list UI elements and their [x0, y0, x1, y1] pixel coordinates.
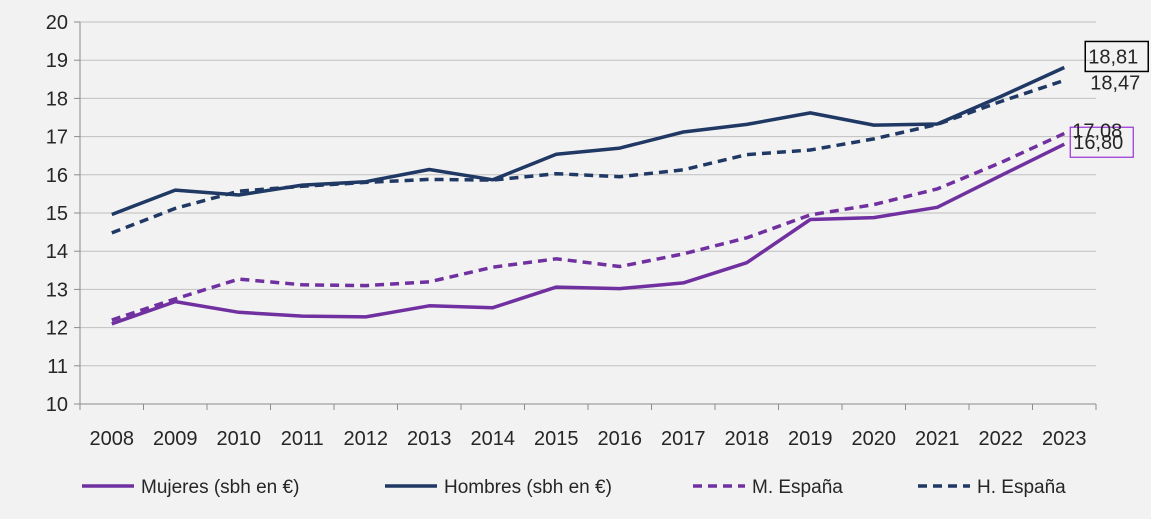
legend-label: M. España [752, 477, 843, 498]
x-tick-label: 2021 [915, 428, 960, 450]
x-tick-label: 2017 [661, 428, 706, 450]
y-tick-label: 20 [46, 12, 68, 34]
legend-label: Mujeres (sbh en €) [141, 477, 299, 498]
y-tick-label: 14 [46, 241, 68, 263]
y-tick-label: 19 [46, 50, 68, 72]
y-tick-label: 15 [46, 203, 68, 225]
x-tick-label: 2008 [90, 428, 135, 450]
x-tick-label: 2022 [979, 428, 1024, 450]
series-line-4 [111, 78, 1065, 235]
data-label-box [1084, 40, 1149, 73]
data-label: 16,80 [1073, 132, 1123, 154]
x-tick-label: 2015 [534, 428, 579, 450]
x-tick-label: 2013 [407, 428, 452, 450]
x-tick-label: 2020 [852, 428, 897, 450]
x-tick-label: 2010 [217, 428, 262, 450]
data-label: 17,08 [1072, 121, 1122, 143]
x-tick-label: 2016 [598, 428, 643, 450]
series-lines [111, 65, 1066, 326]
y-tick-label: 18 [46, 88, 68, 110]
series-line-1 [111, 142, 1066, 326]
data-label-box [1069, 126, 1134, 158]
x-tick-label: 2023 [1042, 428, 1087, 450]
x-tick-label: 2011 [281, 428, 324, 450]
data-label: 18,81 [1088, 46, 1138, 68]
axes: 10 11 12 13 14 15 16 17 18 19 20 2008 2009 2010 2011 20… [46, 12, 1097, 450]
y-tick-label: 11 [47, 356, 68, 378]
x-tick-label: 2014 [471, 428, 516, 450]
x-tick-label: 2009 [153, 428, 198, 450]
x-tick-label: 2018 [725, 428, 770, 450]
data-label: 18,47 [1090, 72, 1140, 94]
legend: Mujeres (sbh en €) Hombres (sbh en €) M. E… [82, 477, 1066, 498]
x-tick-label: 2019 [788, 428, 833, 450]
y-tick-label: 10 [46, 394, 68, 416]
y-tick-label: 12 [46, 318, 68, 340]
data-labels: 16,80 18,81 17,08 18,47 [1069, 40, 1149, 158]
y-tick-label: 16 [46, 165, 68, 187]
legend-label: Hombres (sbh en €) [444, 477, 612, 498]
legend-label: H. España [977, 477, 1066, 498]
y-tick-label: 17 [46, 127, 68, 149]
series-line-3 [111, 131, 1066, 322]
y-tick-label: 13 [46, 279, 68, 301]
x-tick-label: 2012 [344, 428, 389, 450]
